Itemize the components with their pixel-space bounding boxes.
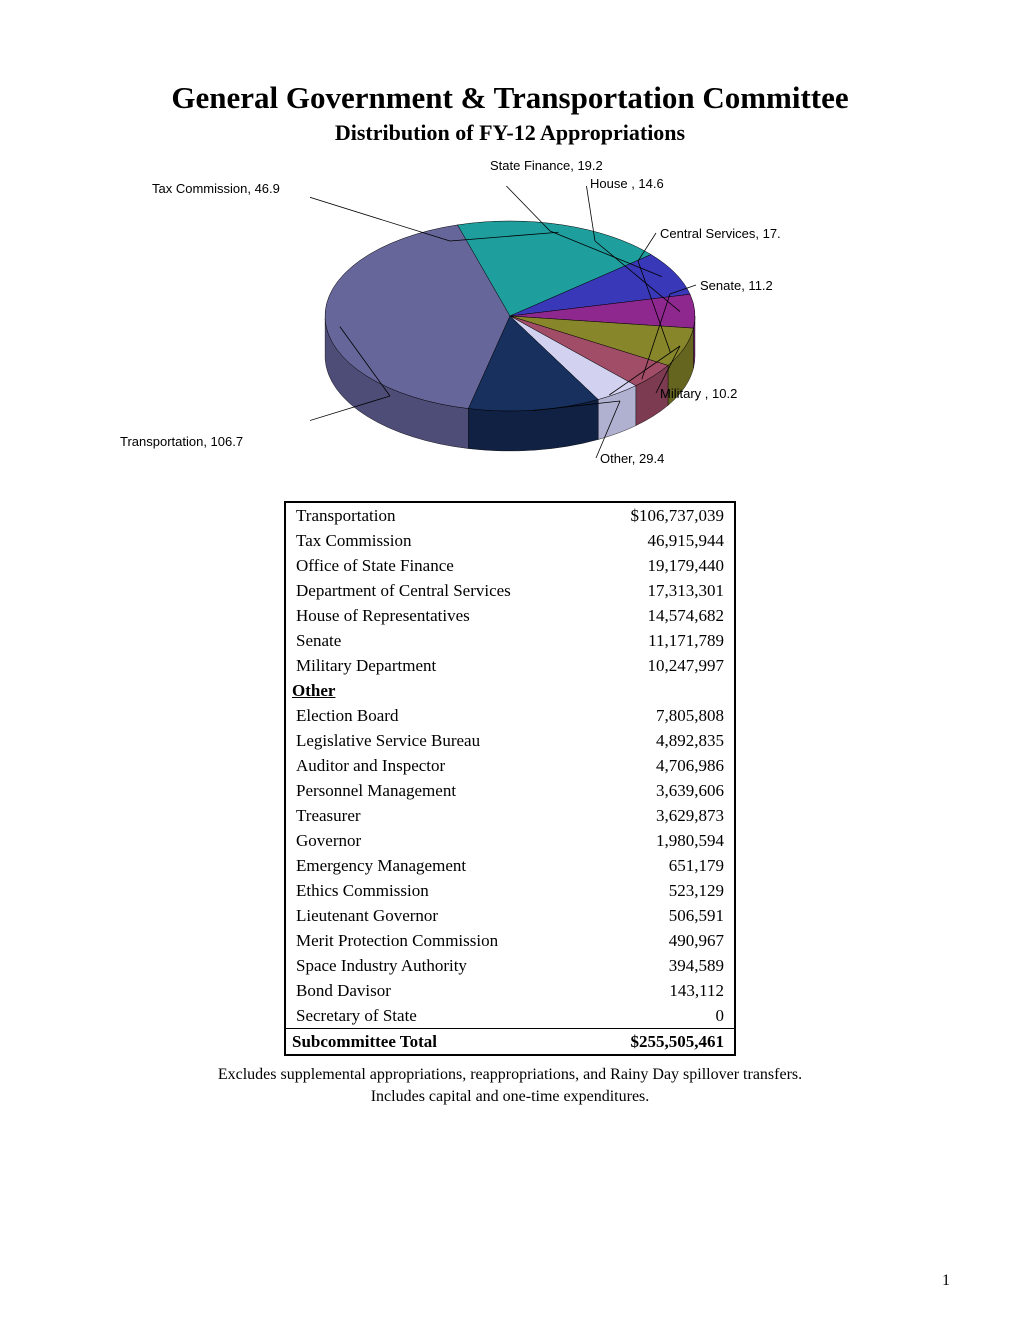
- row-value: 10,247,997: [588, 653, 734, 678]
- table-row: Office of State Finance19,179,440: [286, 553, 734, 578]
- row-name: Tax Commission: [286, 528, 588, 553]
- pie-slice-label: State Finance, 19.2: [490, 158, 603, 173]
- row-name: Department of Central Services: [286, 578, 588, 603]
- row-name: Treasurer: [286, 803, 588, 828]
- row-value: 506,591: [588, 903, 734, 928]
- row-name: House of Representatives: [286, 603, 588, 628]
- table-row: Department of Central Services17,313,301: [286, 578, 734, 603]
- footnote-line-2: Includes capital and one-time expenditur…: [60, 1086, 960, 1108]
- pie-slice-label: Central Services, 17.: [660, 226, 781, 241]
- row-value: 490,967: [588, 928, 734, 953]
- row-value: 11,171,789: [588, 628, 734, 653]
- row-name: Governor: [286, 828, 588, 853]
- table-row: Personnel Management3,639,606: [286, 778, 734, 803]
- pie-slice-label: Tax Commission, 46.9: [152, 181, 280, 196]
- row-name: Ethics Commission: [286, 878, 588, 903]
- table-row: Governor1,980,594: [286, 828, 734, 853]
- page-subtitle: Distribution of FY-12 Appropriations: [60, 120, 960, 146]
- row-name: Emergency Management: [286, 853, 588, 878]
- pie-slice-label: Other, 29.4: [600, 451, 664, 466]
- table-row: Treasurer3,629,873: [286, 803, 734, 828]
- row-value: 14,574,682: [588, 603, 734, 628]
- other-header: Other: [286, 678, 734, 703]
- table-row: Military Department10,247,997: [286, 653, 734, 678]
- row-value: 4,706,986: [588, 753, 734, 778]
- table-row: Bond Davisor143,112: [286, 978, 734, 1003]
- row-name: Office of State Finance: [286, 553, 588, 578]
- row-name: Merit Protection Commission: [286, 928, 588, 953]
- pie-chart: Transportation, 106.7Tax Commission, 46.…: [190, 156, 830, 486]
- other-header-row: Other: [286, 678, 734, 703]
- appropriations-table: Transportation$106,737,039Tax Commission…: [284, 501, 736, 1056]
- row-value: $106,737,039: [588, 503, 734, 528]
- pie-slice-label: House , 14.6: [590, 176, 664, 191]
- footnote-line-1: Excludes supplemental appropriations, re…: [60, 1064, 960, 1086]
- row-name: Lieutenant Governor: [286, 903, 588, 928]
- row-value: 0: [588, 1003, 734, 1029]
- table-row: Secretary of State0: [286, 1003, 734, 1029]
- row-value: 46,915,944: [588, 528, 734, 553]
- table-row: Senate11,171,789: [286, 628, 734, 653]
- row-value: 7,805,808: [588, 703, 734, 728]
- pie-slice-label: Military , 10.2: [660, 386, 737, 401]
- table-row: Election Board7,805,808: [286, 703, 734, 728]
- row-value: 19,179,440: [588, 553, 734, 578]
- row-value: $255,505,461: [588, 1029, 734, 1055]
- pie-slice-label: Senate, 11.2: [700, 278, 773, 293]
- row-name: Space Industry Authority: [286, 953, 588, 978]
- row-name: Bond Davisor: [286, 978, 588, 1003]
- total-row: Subcommittee Total$255,505,461: [286, 1029, 734, 1055]
- table-row: Legislative Service Bureau4,892,835: [286, 728, 734, 753]
- table-row: Emergency Management651,179: [286, 853, 734, 878]
- pie-chart-svg: [310, 186, 710, 476]
- row-name: Auditor and Inspector: [286, 753, 588, 778]
- row-name: Personnel Management: [286, 778, 588, 803]
- table-row: House of Representatives14,574,682: [286, 603, 734, 628]
- table-row: Merit Protection Commission490,967: [286, 928, 734, 953]
- table-row: Transportation$106,737,039: [286, 503, 734, 528]
- row-name: Secretary of State: [286, 1003, 588, 1029]
- row-name: Subcommittee Total: [286, 1029, 588, 1055]
- row-value: 523,129: [588, 878, 734, 903]
- row-name: Senate: [286, 628, 588, 653]
- pie-slice-label: Transportation, 106.7: [120, 434, 243, 449]
- row-value: 4,892,835: [588, 728, 734, 753]
- row-value: 651,179: [588, 853, 734, 878]
- row-value: 3,629,873: [588, 803, 734, 828]
- table-row: Auditor and Inspector4,706,986: [286, 753, 734, 778]
- table-row: Ethics Commission523,129: [286, 878, 734, 903]
- row-value: 3,639,606: [588, 778, 734, 803]
- table-row: Lieutenant Governor506,591: [286, 903, 734, 928]
- page-number: 1: [942, 1272, 950, 1290]
- row-name: Transportation: [286, 503, 588, 528]
- table-row: Space Industry Authority394,589: [286, 953, 734, 978]
- table-row: Tax Commission46,915,944: [286, 528, 734, 553]
- row-value: 394,589: [588, 953, 734, 978]
- row-name: Election Board: [286, 703, 588, 728]
- row-name: Military Department: [286, 653, 588, 678]
- page-title: General Government & Transportation Comm…: [60, 80, 960, 116]
- row-name: Legislative Service Bureau: [286, 728, 588, 753]
- row-value: 17,313,301: [588, 578, 734, 603]
- row-value: 143,112: [588, 978, 734, 1003]
- row-value: 1,980,594: [588, 828, 734, 853]
